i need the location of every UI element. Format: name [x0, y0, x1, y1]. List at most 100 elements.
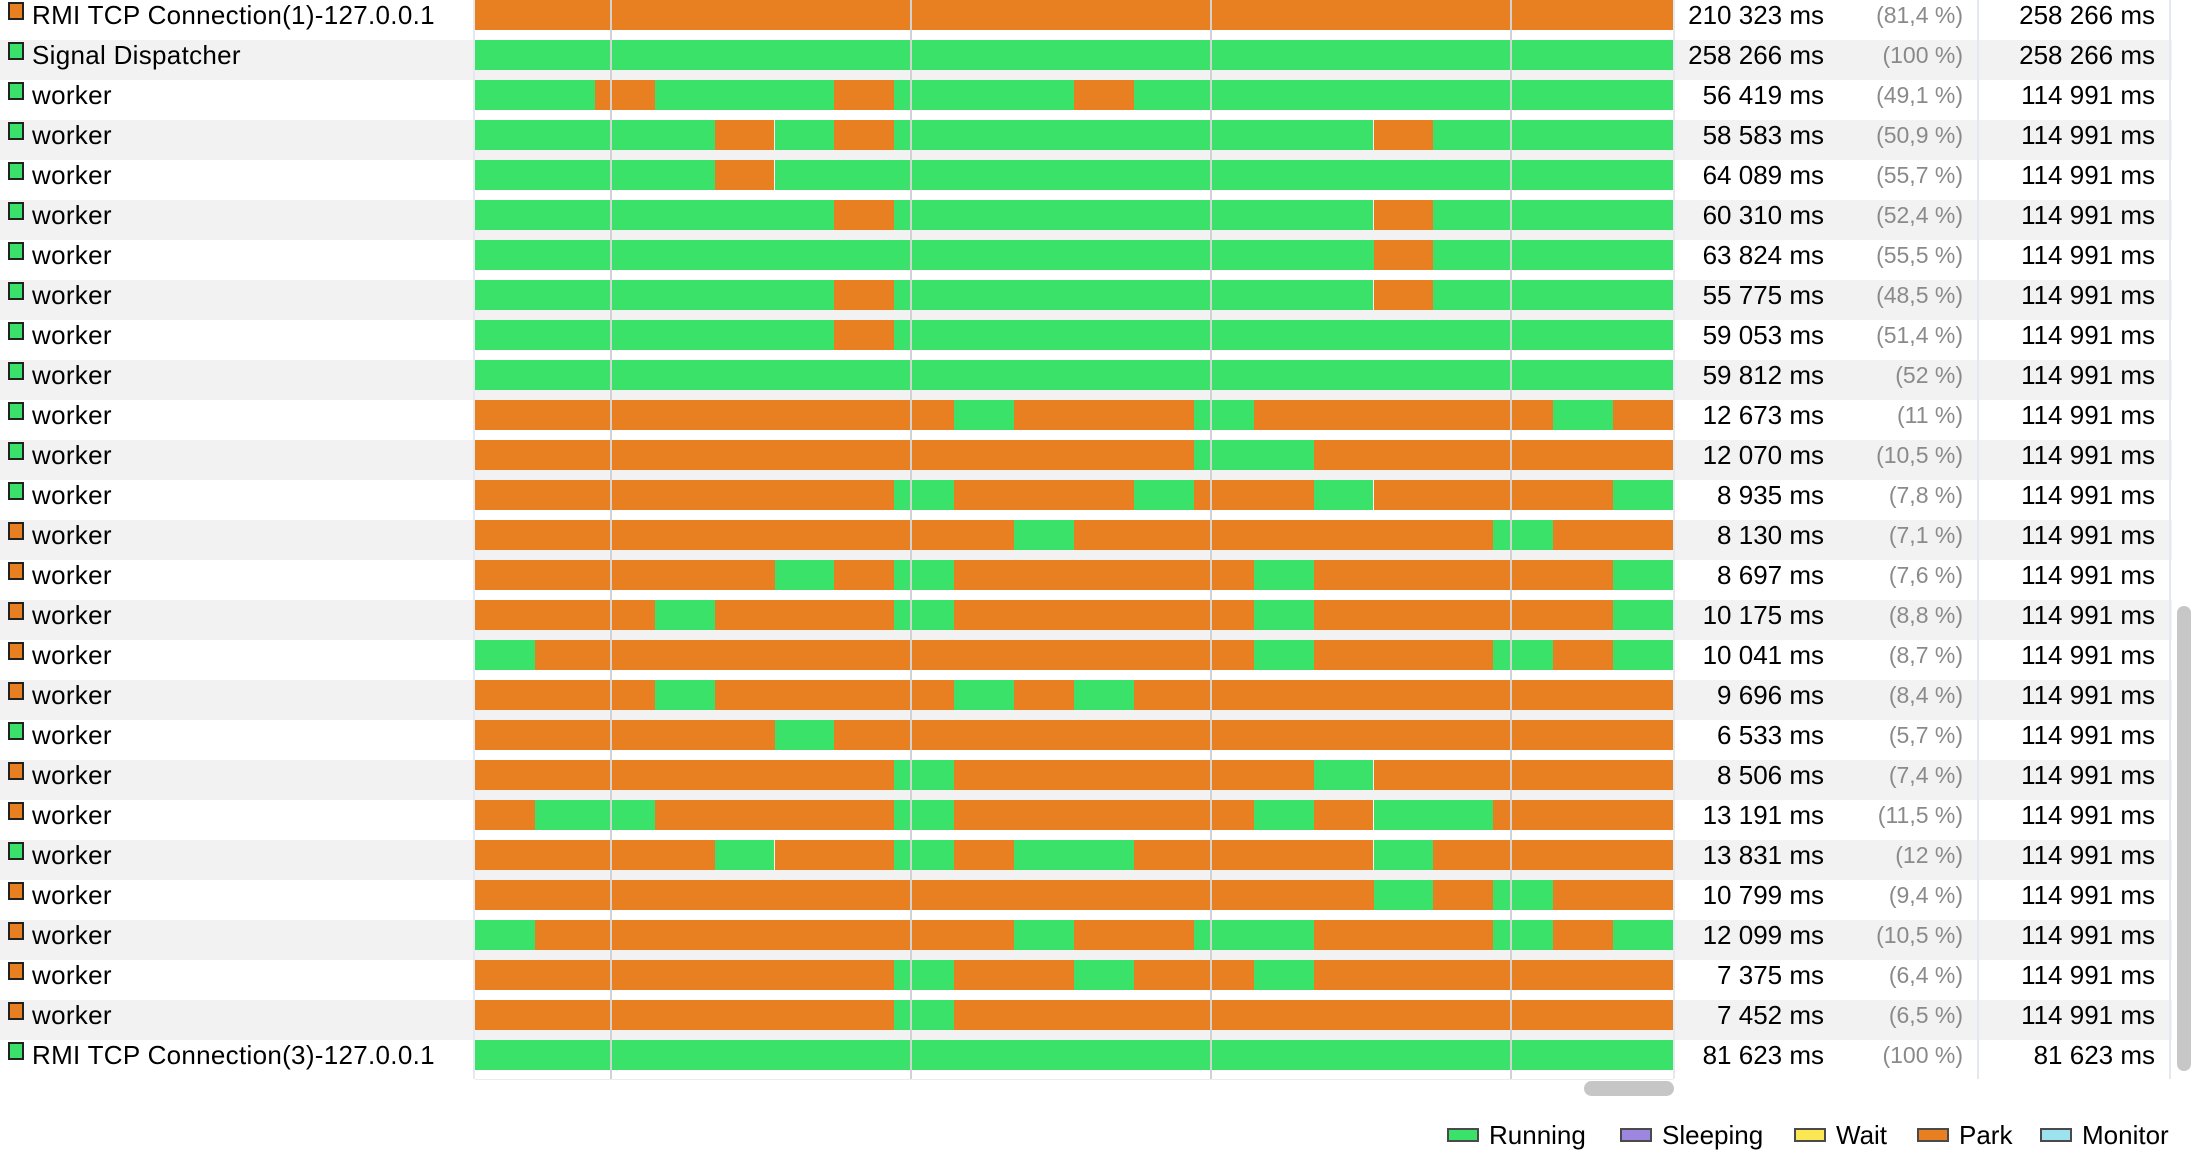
thread-timeline — [475, 680, 1673, 720]
running-state-bar — [714, 840, 775, 870]
thread-row[interactable]: worker 58 583 ms (50,9 %) 114 991 ms — [0, 120, 2211, 160]
thread-row[interactable]: worker 7 452 ms (6,5 %) 114 991 ms — [0, 1000, 2211, 1040]
thread-timeline — [475, 800, 1673, 840]
thread-running-percent: (11,5 %) — [1877, 802, 1963, 828]
thread-row[interactable]: worker 55 775 ms (48,5 %) 114 991 ms — [0, 280, 2211, 320]
thread-running-time: 59 812 ms — [1702, 360, 1824, 390]
thread-row[interactable]: worker 6 533 ms (5,7 %) 114 991 ms — [0, 720, 2211, 760]
park-state-bar — [1074, 920, 1194, 950]
thread-name-cell: worker — [0, 840, 474, 880]
thread-time-cell: 13 831 ms (12 %) — [1674, 840, 1977, 880]
thread-running-time: 64 089 ms — [1702, 160, 1824, 190]
thread-name: worker — [32, 440, 112, 470]
thread-row[interactable]: worker 8 130 ms (7,1 %) 114 991 ms — [0, 520, 2211, 560]
thread-name: worker — [32, 840, 112, 870]
running-state-bar — [894, 80, 1074, 110]
thread-row[interactable]: worker 7 375 ms (6,4 %) 114 991 ms — [0, 960, 2211, 1000]
thread-running-time: 12 099 ms — [1702, 920, 1824, 950]
thread-total-cell: 81 623 ms — [1979, 1040, 2169, 1080]
thread-row[interactable]: worker 8 697 ms (7,6 %) 114 991 ms — [0, 560, 2211, 600]
thread-running-time: 58 583 ms — [1702, 120, 1824, 150]
vertical-scrollbar-thumb[interactable] — [2177, 606, 2191, 1071]
thread-state-icon — [8, 802, 24, 820]
thread-row[interactable]: worker 12 070 ms (10,5 %) 114 991 ms — [0, 440, 2211, 480]
park-state-bar — [1493, 800, 1673, 830]
thread-row[interactable]: worker 12 673 ms (11 %) 114 991 ms — [0, 400, 2211, 440]
park-state-bar — [1553, 640, 1614, 670]
thread-timeline — [475, 960, 1673, 1000]
thread-row[interactable]: worker 60 310 ms (52,4 %) 114 991 ms — [0, 200, 2211, 240]
thread-row[interactable]: worker 10 799 ms (9,4 %) 114 991 ms — [0, 880, 2211, 920]
running-state-bar — [1373, 880, 1434, 910]
thread-time-cell: 13 191 ms (11,5 %) — [1674, 800, 1977, 840]
thread-running-time: 8 506 ms — [1717, 760, 1824, 790]
thread-running-percent: (5,7 %) — [1888, 722, 1963, 748]
thread-name-cell: worker — [0, 360, 474, 400]
running-state-bar — [1014, 920, 1074, 950]
column-separator — [473, 0, 475, 1079]
running-state-bar — [475, 920, 535, 950]
timeline-grid-line — [610, 0, 612, 1079]
thread-time-cell: 56 419 ms (49,1 %) — [1674, 80, 1977, 120]
park-state-bar — [1553, 520, 1673, 550]
thread-row[interactable]: RMI TCP Connection(3)-127.0.0.1 81 623 ms… — [0, 1040, 2211, 1080]
thread-name-cell: worker — [0, 400, 474, 440]
thread-row[interactable]: worker 9 696 ms (8,4 %) 114 991 ms — [0, 680, 2211, 720]
thread-total-time: 114 991 ms — [2021, 440, 2155, 470]
horizontal-scrollbar-thumb[interactable] — [1584, 1081, 1674, 1096]
thread-row[interactable]: worker 8 506 ms (7,4 %) 114 991 ms — [0, 760, 2211, 800]
park-state-bar — [1613, 400, 1673, 430]
thread-row[interactable]: worker 13 191 ms (11,5 %) 114 991 ms — [0, 800, 2211, 840]
thread-running-time: 10 175 ms — [1702, 600, 1824, 630]
thread-running-time: 8 130 ms — [1717, 520, 1824, 550]
park-state-bar — [1074, 80, 1134, 110]
thread-timeline — [475, 360, 1673, 400]
thread-row[interactable]: worker 63 824 ms (55,5 %) 114 991 ms — [0, 240, 2211, 280]
thread-timeline — [475, 480, 1673, 520]
thread-row[interactable]: worker 59 053 ms (51,4 %) 114 991 ms — [0, 320, 2211, 360]
thread-total-cell: 114 991 ms — [1979, 440, 2169, 480]
legend-swatch — [1794, 1128, 1826, 1142]
thread-total-cell: 114 991 ms — [1979, 640, 2169, 680]
thread-row[interactable]: worker 12 099 ms (10,5 %) 114 991 ms — [0, 920, 2211, 960]
thread-row[interactable]: worker 10 041 ms (8,7 %) 114 991 ms — [0, 640, 2211, 680]
thread-name-cell: worker — [0, 640, 474, 680]
thread-name-cell: worker — [0, 760, 474, 800]
running-state-bar — [654, 600, 715, 630]
thread-row[interactable]: worker 8 935 ms (7,8 %) 114 991 ms — [0, 480, 2211, 520]
thread-row[interactable]: worker 64 089 ms (55,7 %) 114 991 ms — [0, 160, 2211, 200]
column-separator — [1977, 0, 1979, 1079]
park-state-bar — [1373, 480, 1614, 510]
park-state-bar — [475, 560, 775, 590]
park-state-bar — [954, 480, 1134, 510]
thread-running-percent: (7,4 %) — [1888, 762, 1963, 788]
horizontal-scrollbar-track[interactable] — [475, 1079, 1673, 1100]
thread-name: worker — [32, 720, 112, 750]
park-state-bar — [834, 120, 895, 150]
thread-total-cell: 114 991 ms — [1979, 720, 2169, 760]
thread-total-cell: 114 991 ms — [1979, 280, 2169, 320]
park-state-bar — [475, 880, 1374, 910]
thread-time-cell: 8 697 ms (7,6 %) — [1674, 560, 1977, 600]
thread-name: worker — [32, 920, 112, 950]
thread-row[interactable]: worker 13 831 ms (12 %) 114 991 ms — [0, 840, 2211, 880]
thread-row[interactable]: worker 56 419 ms (49,1 %) 114 991 ms — [0, 80, 2211, 120]
thread-name: worker — [32, 600, 112, 630]
thread-timeline — [475, 0, 1673, 40]
thread-state-icon — [8, 882, 24, 900]
thread-row[interactable]: Signal Dispatcher 258 266 ms (100 %) 258 26… — [0, 40, 2211, 80]
thread-timeline — [475, 1000, 1673, 1040]
running-state-bar — [1253, 640, 1314, 670]
thread-name-cell: worker — [0, 800, 474, 840]
thread-row[interactable]: RMI TCP Connection(1)-127.0.0.1 210 323 m… — [0, 0, 2211, 40]
thread-total-cell: 114 991 ms — [1979, 1000, 2169, 1040]
thread-time-cell: 10 175 ms (8,8 %) — [1674, 600, 1977, 640]
thread-row[interactable]: worker 10 175 ms (8,8 %) 114 991 ms — [0, 600, 2211, 640]
thread-name-cell: worker — [0, 520, 474, 560]
thread-row[interactable]: worker 59 812 ms (52 %) 114 991 ms — [0, 360, 2211, 400]
park-state-bar — [1373, 120, 1434, 150]
park-state-bar — [954, 840, 1015, 870]
thread-time-cell: 58 583 ms (50,9 %) — [1674, 120, 1977, 160]
thread-total-time: 114 991 ms — [2021, 320, 2155, 350]
thread-name-cell: worker — [0, 880, 474, 920]
